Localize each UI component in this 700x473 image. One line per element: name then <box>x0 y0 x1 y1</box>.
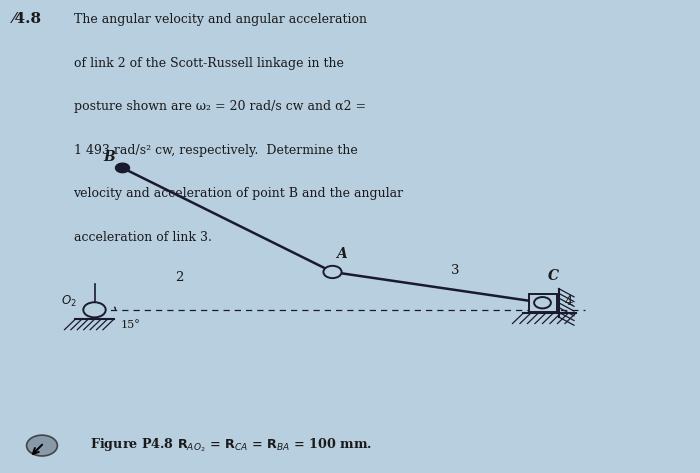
Text: 3: 3 <box>452 264 460 277</box>
Text: 2: 2 <box>175 272 183 284</box>
Circle shape <box>83 302 106 317</box>
Text: of link 2 of the Scott-Russell linkage in the: of link 2 of the Scott-Russell linkage i… <box>74 57 344 70</box>
Text: ⁄4.8: ⁄4.8 <box>13 12 42 26</box>
Circle shape <box>116 163 130 173</box>
Text: 1 493 rad/s² cw, respectively.  Determine the: 1 493 rad/s² cw, respectively. Determine… <box>74 144 357 157</box>
Text: velocity and acceleration of point B and the angular: velocity and acceleration of point B and… <box>74 187 404 200</box>
Text: posture shown are ω₂ = 20 rad/s cw and α2 =: posture shown are ω₂ = 20 rad/s cw and α… <box>74 100 365 113</box>
Text: The angular velocity and angular acceleration: The angular velocity and angular acceler… <box>74 13 367 26</box>
Text: 4: 4 <box>564 295 573 308</box>
Text: acceleration of link 3.: acceleration of link 3. <box>74 231 211 244</box>
Text: $O_2$: $O_2$ <box>61 294 76 309</box>
Circle shape <box>534 297 551 308</box>
Circle shape <box>323 266 342 278</box>
Bar <box>528 294 556 312</box>
Text: B: B <box>103 150 115 164</box>
Text: Figure P4.8 $\mathbf{R}_{AO_2}$ = $\mathbf{R}_{CA}$ = $\mathbf{R}_{BA}$ = 100 mm: Figure P4.8 $\mathbf{R}_{AO_2}$ = $\math… <box>90 437 372 455</box>
Circle shape <box>27 435 57 456</box>
Text: C: C <box>548 269 559 283</box>
Text: 15°: 15° <box>121 320 141 330</box>
Text: A: A <box>336 247 346 261</box>
